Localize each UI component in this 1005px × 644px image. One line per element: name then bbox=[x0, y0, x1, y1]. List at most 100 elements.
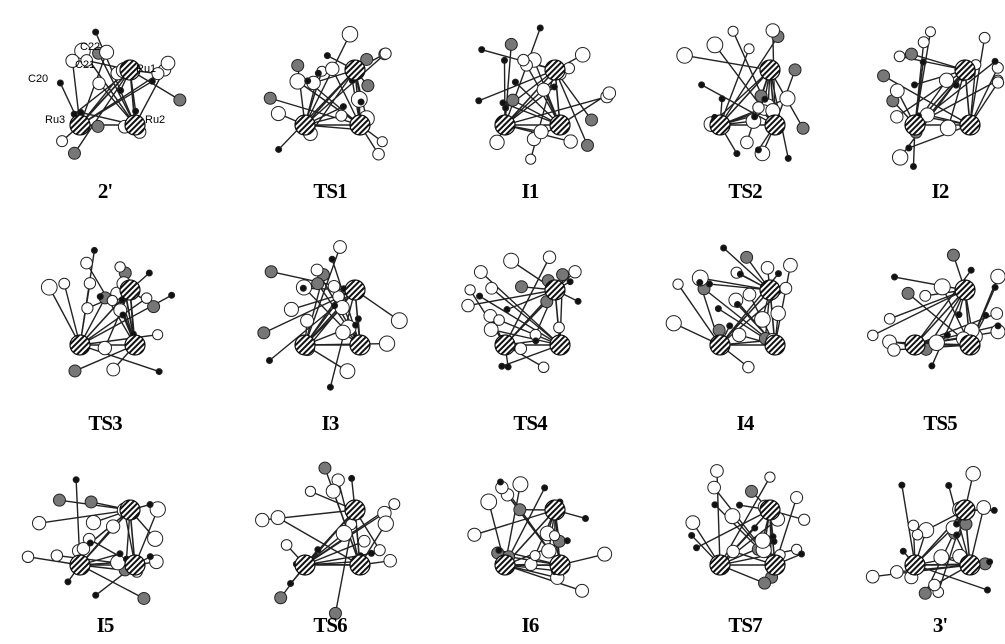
atom bbox=[724, 508, 741, 525]
atom bbox=[289, 73, 306, 90]
atom bbox=[783, 257, 798, 273]
atom bbox=[710, 464, 724, 478]
ru-atom bbox=[544, 499, 566, 521]
atom bbox=[328, 606, 342, 620]
atom bbox=[696, 279, 704, 287]
atom bbox=[943, 331, 951, 339]
atom bbox=[790, 491, 804, 505]
atom bbox=[376, 136, 388, 148]
structure-label: TS6 bbox=[313, 613, 347, 637]
atom bbox=[504, 363, 512, 371]
atom bbox=[265, 357, 273, 365]
structure-label: TS7 bbox=[728, 613, 762, 637]
bond bbox=[719, 289, 771, 346]
molecule bbox=[461, 250, 582, 374]
atom bbox=[726, 544, 740, 559]
bond bbox=[504, 95, 608, 126]
bond bbox=[554, 69, 589, 146]
ru-atom bbox=[294, 554, 316, 576]
atom bbox=[711, 501, 719, 509]
atom bbox=[978, 31, 991, 44]
atom bbox=[493, 314, 505, 326]
bond bbox=[291, 289, 356, 311]
molecule bbox=[865, 465, 998, 600]
atom bbox=[990, 307, 1004, 320]
bond bbox=[79, 333, 158, 346]
ru-atom bbox=[549, 334, 571, 356]
bond bbox=[914, 509, 966, 566]
atom bbox=[83, 277, 97, 290]
atom bbox=[890, 110, 904, 124]
atom bbox=[280, 539, 293, 551]
atom bbox=[388, 498, 401, 511]
bond bbox=[479, 295, 561, 346]
atom bbox=[52, 493, 66, 507]
ru-atom bbox=[69, 114, 91, 136]
ru-atom bbox=[709, 114, 731, 136]
atom bbox=[946, 248, 960, 262]
atom bbox=[665, 315, 682, 332]
ru-atom bbox=[904, 554, 926, 576]
molecule bbox=[685, 464, 811, 590]
molecule bbox=[56, 28, 187, 160]
ru-atom bbox=[959, 334, 981, 356]
ru-atom bbox=[764, 554, 786, 576]
atom bbox=[360, 52, 374, 66]
molecule bbox=[877, 26, 1005, 171]
atom bbox=[40, 278, 58, 296]
structure-label: 3' bbox=[933, 613, 948, 637]
bond bbox=[719, 69, 771, 126]
bond bbox=[914, 564, 988, 591]
atom bbox=[514, 342, 528, 355]
bond bbox=[774, 265, 792, 346]
atom bbox=[325, 61, 340, 77]
atom bbox=[976, 500, 992, 515]
atom bbox=[503, 252, 520, 269]
atom bbox=[478, 46, 486, 54]
atom bbox=[50, 549, 64, 562]
atom bbox=[965, 465, 981, 482]
atom bbox=[953, 520, 961, 528]
atom bbox=[736, 270, 744, 278]
ru-atom bbox=[759, 499, 781, 521]
atom bbox=[117, 86, 125, 94]
atom bbox=[331, 302, 339, 310]
atom bbox=[602, 86, 617, 100]
atom bbox=[513, 503, 527, 517]
atom bbox=[938, 72, 955, 88]
ru-atom bbox=[959, 554, 981, 576]
atom bbox=[480, 493, 498, 511]
atom bbox=[919, 58, 927, 66]
bond bbox=[79, 509, 131, 566]
bond bbox=[503, 60, 506, 126]
bond bbox=[504, 564, 583, 592]
atom bbox=[765, 23, 780, 38]
atom bbox=[685, 515, 701, 531]
atom bbox=[155, 368, 163, 376]
bond bbox=[467, 289, 556, 307]
atom bbox=[86, 539, 94, 547]
atom bbox=[901, 286, 915, 300]
atom bbox=[146, 553, 154, 561]
bond bbox=[894, 276, 966, 291]
atom bbox=[566, 278, 574, 286]
atom bbox=[283, 301, 299, 317]
atom bbox=[533, 124, 549, 140]
atom bbox=[119, 311, 127, 319]
atom bbox=[580, 138, 594, 152]
bond bbox=[684, 54, 771, 71]
atom bbox=[751, 113, 759, 121]
atom bbox=[983, 586, 991, 594]
ru-atom bbox=[904, 334, 926, 356]
atom bbox=[693, 544, 701, 552]
structure-label: I3 bbox=[322, 411, 339, 435]
atom bbox=[132, 107, 140, 115]
atom bbox=[890, 565, 904, 579]
ru-atom bbox=[549, 554, 571, 576]
structure-label: I4 bbox=[737, 411, 755, 435]
atom bbox=[553, 321, 565, 334]
atom bbox=[318, 461, 332, 475]
bond bbox=[491, 328, 561, 346]
bond bbox=[504, 27, 541, 126]
bond bbox=[872, 289, 966, 336]
